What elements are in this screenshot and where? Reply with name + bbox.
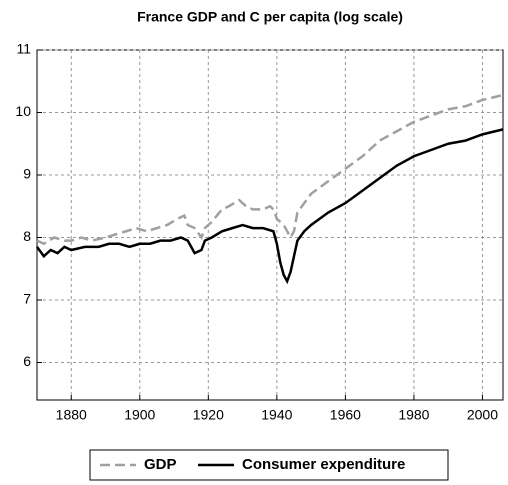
x-tick-label: 1920 — [193, 407, 224, 423]
legend-label: Consumer expenditure — [242, 456, 405, 473]
x-tick-label: 1900 — [124, 407, 155, 423]
y-tick-label: 11 — [16, 41, 31, 57]
y-tick-label: 9 — [23, 166, 31, 182]
data-line — [36, 93, 504, 246]
x-tick-label: 1940 — [261, 407, 292, 423]
x-tick-label: 1880 — [56, 407, 87, 423]
data-line — [35, 128, 504, 285]
x-tick-label: 1980 — [398, 407, 429, 423]
plot-frame — [36, 49, 504, 401]
legend-box — [89, 449, 449, 481]
x-tick-label: 1960 — [330, 407, 361, 423]
chart-title: France GDP and C per capita (log scale) — [137, 9, 403, 25]
x-tick-label: 2000 — [467, 407, 498, 423]
legend-label: GDP — [144, 456, 177, 473]
y-tick-label: 10 — [15, 103, 31, 119]
y-tick-label: 8 — [23, 228, 31, 244]
y-tick-label: 7 — [23, 291, 31, 307]
y-tick-label: 6 — [23, 353, 31, 369]
